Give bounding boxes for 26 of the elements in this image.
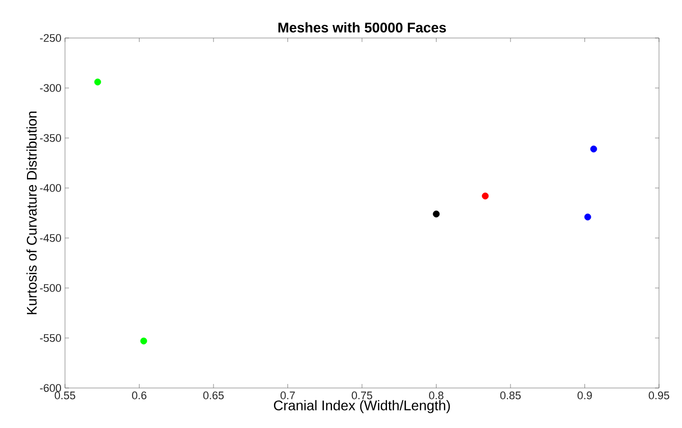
y-tick-label: -550 (40, 334, 62, 342)
point (590, 146, 598, 152)
y-tick-label: -600 (40, 384, 62, 392)
y-tick-label: -350 (40, 134, 62, 142)
point (432, 210, 440, 218)
point (140, 338, 148, 344)
point (482, 192, 489, 200)
y-tick-label: -400 (40, 184, 62, 192)
point (584, 214, 592, 220)
x-tick-label: 0.95 (648, 392, 670, 400)
x-tick-label: 0.85 (500, 392, 521, 400)
y-tick-label: -450 (40, 234, 62, 242)
x-tick-label: 0.7 (280, 392, 295, 400)
x-tick-label: 0.55 (54, 392, 76, 400)
x-tick-label: 0.65 (203, 392, 224, 400)
y-axis-title: Kurtosis of Curvature Distribution (26, 112, 37, 314)
y-tick-label: -300 (40, 84, 62, 92)
x-tick-label: 0.8 (429, 392, 444, 400)
x-tick-label: 0.9 (578, 392, 592, 400)
point (94, 78, 102, 86)
y-tick-label: -500 (40, 284, 62, 292)
x-tick-label: 0.6 (132, 392, 146, 400)
y-tick-label: -250 (40, 34, 62, 42)
x-tick-label: 0.75 (352, 392, 372, 400)
x-axis-title: Cranial Index (Width/Length) (274, 400, 450, 414)
chart-title: Meshes with 50000 Faces (278, 22, 446, 33)
